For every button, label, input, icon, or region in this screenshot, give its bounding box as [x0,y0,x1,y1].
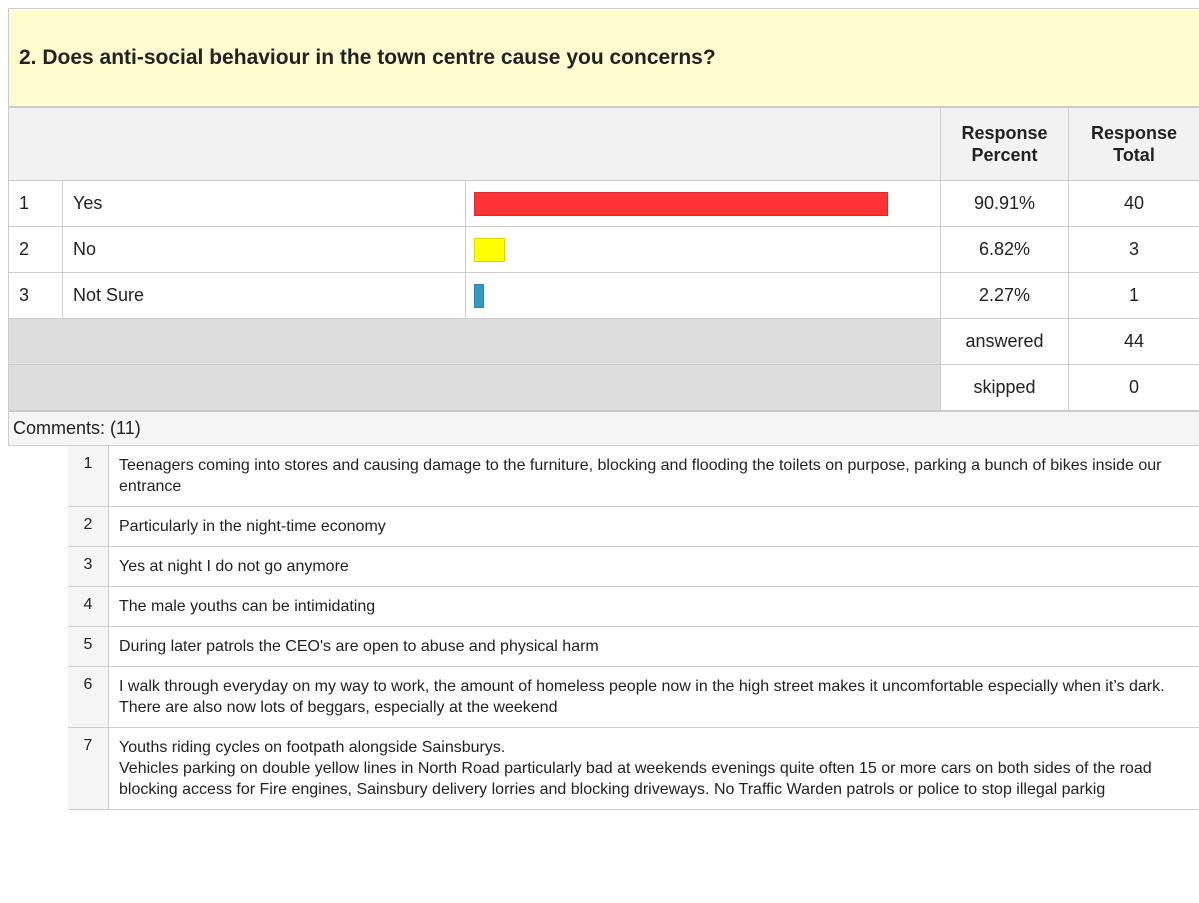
comment-row: 5 During later patrols the CEO's are open… [68,627,1199,667]
comments-list: 1 Teenagers coming into stores and causin… [8,446,1199,810]
comment-row: 6 I walk through everyday on my way to wo… [68,667,1199,728]
comment-index: 7 [68,728,109,809]
row-index: 1 [8,180,63,227]
answer-label: Not Sure [62,272,466,319]
column-header: Response Percent [940,107,1069,181]
response-percent: 90.91% [940,180,1069,227]
summary-label: answered [940,318,1069,365]
summary-row: answered 44 [8,318,1199,365]
comment-text: Teenagers coming into stores and causing… [119,457,1162,495]
answer-row: 1 Yes 90.91% 40 [8,180,1199,227]
comment-index: 6 [68,667,109,727]
comment-row: 2 Particularly in the night-time economy [68,507,1199,547]
comment-text: Particularly in the night-time economy [119,518,386,535]
summary-label: skipped [940,364,1069,411]
response-total: 40 [1068,180,1199,227]
header-row: Response Percent Response Total [8,107,1199,181]
response-total: 3 [1068,226,1199,273]
comment-index: 4 [68,587,109,626]
bar-cell [465,272,941,319]
comments-heading: Comments: (11) [8,411,1199,446]
answer-label: Yes [62,180,466,227]
bar-cell [465,180,941,227]
comment-index: 1 [68,446,109,506]
row-index: 2 [8,226,63,273]
percent-bar [474,283,485,308]
percent-bar [474,237,506,262]
comment-row: 3 Yes at night I do not go anymore [68,547,1199,587]
comment-row: 1 Teenagers coming into stores and causin… [68,446,1199,507]
results-table: Response Percent Response Total 1 Yes 90.9… [8,107,1199,411]
comment-text: During later patrols the CEO's are open … [119,638,599,655]
survey-question: 2. Does anti-social behaviour in the tow… [8,8,1199,810]
column-header: Response Total [1068,107,1199,181]
answer-row: 3 Not Sure 2.27% 1 [8,272,1199,319]
comment-text: The male youths can be intimidating [119,598,376,615]
response-percent: 2.27% [940,272,1069,319]
bar-cell [465,226,941,273]
percent-bar [474,191,888,216]
comment-text: Yes at night I do not go anymore [119,558,349,575]
comment-index: 3 [68,547,109,586]
summary-row: skipped 0 [8,364,1199,411]
blank [8,318,941,365]
comment-text: Youths riding cycles on footpath alongsi… [119,739,1152,798]
row-index: 3 [8,272,63,319]
question-title: 2. Does anti-social behaviour in the tow… [8,8,1199,107]
comment-row: 4 The male youths can be intimidating [68,587,1199,627]
response-total: 1 [1068,272,1199,319]
answer-row: 2 No 6.82% 3 [8,226,1199,273]
summary-value: 44 [1068,318,1199,365]
comment-index: 2 [68,507,109,546]
comment-row: 7 Youths riding cycles on footpath alongs… [68,728,1199,810]
response-percent: 6.82% [940,226,1069,273]
comment-text: I walk through everyday on my way to wor… [119,678,1165,716]
blank [8,364,941,411]
summary-value: 0 [1068,364,1199,411]
answer-label: No [62,226,466,273]
comment-index: 5 [68,627,109,666]
